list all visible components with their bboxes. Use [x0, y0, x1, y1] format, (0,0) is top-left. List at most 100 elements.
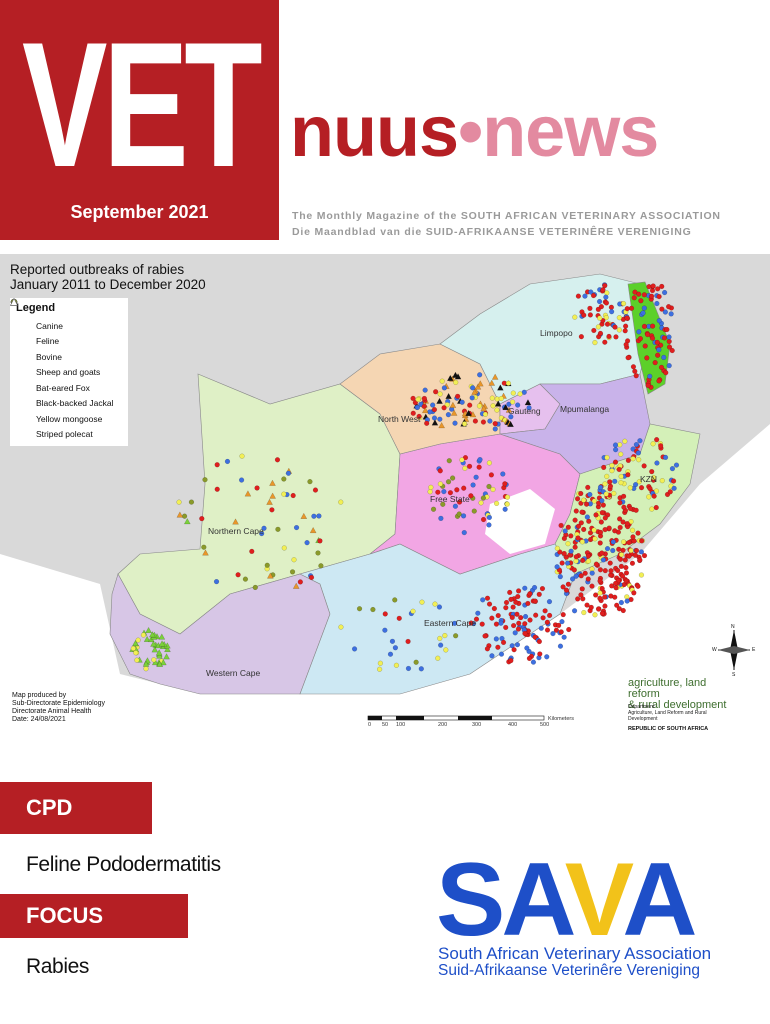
outbreak-marker [653, 504, 659, 511]
outbreak-marker [232, 518, 239, 525]
outbreak-marker [667, 489, 673, 495]
outbreak-marker [575, 523, 582, 529]
outbreak-marker [559, 560, 565, 566]
outbreak-marker [492, 421, 498, 427]
department-line: Department: [628, 704, 656, 710]
outbreak-marker [648, 293, 655, 299]
outbreak-marker [508, 596, 514, 603]
outbreak-marker [623, 570, 630, 576]
cpd-topic: Feline Pododermatitis [26, 853, 221, 876]
outbreak-marker [493, 500, 500, 507]
legend-row: Bovine [10, 298, 122, 365]
outbreak-marker [370, 606, 376, 613]
map-title-line1: Reported outbreaks of rabies [10, 262, 185, 277]
outbreak-marker [578, 573, 584, 579]
outbreak-marker [627, 505, 634, 512]
outbreak-marker [235, 572, 241, 578]
compass-e: E [752, 647, 756, 653]
outbreak-marker [632, 552, 639, 558]
outbreak-marker [507, 589, 513, 596]
outbreak-marker [612, 594, 618, 600]
outbreak-marker [616, 466, 622, 473]
outbreak-marker [609, 309, 615, 315]
outbreak-marker [624, 315, 630, 321]
outbreak-marker [668, 311, 674, 317]
outbreak-marker [356, 606, 363, 612]
outbreak-marker [439, 378, 445, 384]
outbreak-marker [307, 479, 313, 485]
outbreak-marker [604, 454, 610, 461]
outbreak-marker [510, 390, 516, 396]
outbreak-marker [546, 599, 553, 605]
outbreak-marker [508, 658, 514, 664]
outbreak-marker [599, 610, 605, 616]
outbreak-marker [584, 602, 590, 608]
outbreak-marker [387, 651, 394, 657]
outbreak-marker [589, 583, 595, 589]
outbreak-marker [393, 662, 400, 668]
outbreak-marker [638, 298, 644, 304]
outbreak-marker [662, 454, 669, 461]
outbreak-marker [558, 629, 564, 635]
outbreak-marker [435, 655, 441, 661]
outbreak-marker [584, 514, 590, 520]
outbreak-marker [441, 488, 447, 495]
outbreak-marker [579, 586, 585, 592]
outbreak-marker [589, 570, 595, 576]
outbreak-marker [603, 315, 609, 321]
outbreak-marker [158, 640, 166, 647]
outbreak-marker [666, 304, 672, 310]
outbreak-marker [437, 391, 443, 397]
label-limpopo: Limpopo [540, 328, 573, 338]
rabies-outbreak-map: Reported outbreaks of rabies January 201… [0, 254, 770, 740]
outbreak-marker [377, 666, 383, 672]
outbreak-marker [516, 620, 522, 626]
outbreak-marker [588, 604, 594, 610]
outbreak-marker [636, 291, 642, 297]
outbreak-marker [620, 519, 626, 525]
outbreak-marker [389, 638, 396, 644]
outbreak-marker [316, 513, 322, 519]
outbreak-marker [623, 323, 629, 329]
outbreak-marker [644, 331, 651, 338]
outbreak-marker [455, 393, 461, 399]
outbreak-marker [608, 304, 615, 310]
outbreak-marker [603, 294, 609, 300]
ocean [0, 424, 770, 740]
outbreak-marker [526, 655, 533, 662]
outbreak-marker [471, 388, 478, 395]
outbreak-marker [666, 363, 672, 369]
outbreak-marker [431, 407, 438, 413]
outbreak-marker [592, 536, 598, 542]
outbreak-marker [597, 330, 604, 336]
outbreak-marker [602, 527, 608, 533]
outbreak-marker [503, 624, 509, 631]
outbreak-marker [509, 399, 516, 405]
outbreak-marker [573, 554, 579, 560]
outbreak-marker [242, 576, 249, 582]
outbreak-marker [581, 497, 587, 503]
outbreak-marker [498, 395, 504, 402]
scale-tick-label: 200 [438, 722, 448, 728]
outbreak-marker [140, 632, 147, 638]
outbreak-marker [533, 612, 539, 618]
outbreak-marker [618, 451, 624, 457]
outbreak-marker [214, 462, 220, 468]
outbreak-marker [274, 457, 281, 463]
outbreak-marker [133, 650, 139, 656]
outbreak-marker [654, 437, 660, 443]
outbreak-marker [598, 304, 604, 310]
outbreak-marker [311, 513, 317, 519]
outbreak-marker [656, 293, 662, 300]
outbreak-marker [600, 287, 606, 293]
legend-label: Bat-eared Fox [36, 382, 90, 393]
outbreak-marker [396, 615, 402, 621]
outbreak-marker [635, 450, 642, 456]
outbreak-marker [620, 300, 627, 307]
outbreak-marker [269, 492, 276, 499]
outbreak-marker [264, 562, 270, 568]
outbreak-marker [542, 608, 548, 614]
outbreak-marker [654, 300, 660, 307]
outbreak-marker [312, 487, 319, 493]
outbreak-marker [649, 506, 655, 512]
